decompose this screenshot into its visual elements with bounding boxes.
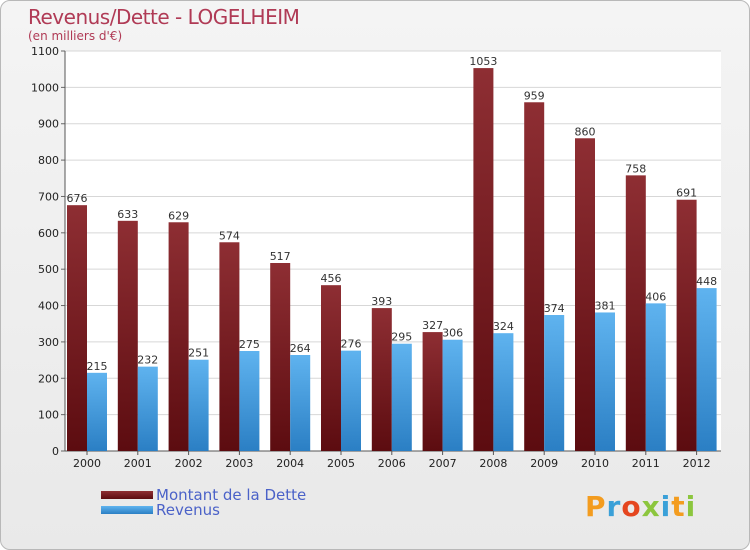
- logo-letter: i: [685, 490, 697, 523]
- debt-data-label: 860: [575, 125, 596, 138]
- bars: [67, 68, 717, 452]
- y-tick-label: 1100: [31, 45, 59, 58]
- revenue-data-label: 406: [645, 290, 666, 303]
- debt-data-label: 393: [371, 295, 392, 308]
- x-tick-label: 2011: [632, 457, 660, 470]
- y-tick-label: 600: [38, 227, 59, 240]
- revenue-bar: [595, 312, 615, 451]
- x-tick-label: 2000: [73, 457, 101, 470]
- chart-title: Revenus/Dette - LOGELHEIM: [28, 5, 300, 29]
- y-tick-label: 100: [38, 409, 59, 422]
- x-tick-label: 2003: [225, 457, 253, 470]
- logo-letter: P: [585, 490, 607, 523]
- revenue-bar: [290, 355, 311, 451]
- revenue-data-label: 381: [595, 299, 616, 312]
- x-tick-label: 2009: [530, 457, 558, 470]
- revenue-data-label: 232: [137, 354, 158, 367]
- x-tick-label: 2001: [124, 457, 152, 470]
- chart-subtitle: (en milliers d'€): [28, 29, 123, 43]
- legend-label-debt: Montant de la Dette: [156, 486, 307, 504]
- debt-bar: [575, 138, 595, 452]
- debt-bar: [67, 205, 87, 451]
- y-tick-label: 300: [38, 336, 59, 349]
- revenue-data-label: 324: [493, 320, 514, 333]
- debt-bar: [422, 332, 443, 451]
- x-tick-label: 2002: [175, 457, 203, 470]
- revenue-bar: [239, 351, 260, 451]
- revenue-bar: [341, 350, 361, 451]
- debt-data-label: 629: [168, 209, 189, 222]
- y-tick-label: 200: [38, 372, 59, 385]
- debt-bar: [473, 68, 494, 451]
- legend-swatch-revenue: [101, 506, 153, 514]
- debt-bar: [371, 308, 392, 451]
- debt-data-label: 327: [422, 319, 443, 332]
- x-tick-label: 2007: [429, 457, 457, 470]
- debt-data-label: 517: [270, 250, 291, 263]
- revenue-bar: [391, 343, 412, 451]
- debt-bar: [270, 263, 291, 451]
- debt-data-label: 633: [117, 208, 138, 221]
- logo-letter: x: [641, 490, 661, 523]
- revenue-data-label: 448: [696, 275, 717, 288]
- debt-bar: [117, 220, 138, 451]
- revenue-data-label: 215: [87, 360, 108, 373]
- revenue-bar: [645, 303, 666, 451]
- data-labels: 676 215 633 232 629 251 574 275 517 264 456 276 393 2…: [67, 55, 718, 373]
- x-tick-label: 2006: [378, 457, 406, 470]
- y-tick-label: 700: [38, 190, 59, 203]
- legend-swatch-debt: [101, 491, 153, 499]
- logo-letter: o: [621, 490, 642, 523]
- revenue-data-label: 264: [290, 342, 311, 355]
- revenue-bar: [544, 315, 565, 451]
- legend-item-revenue: Revenus: [101, 501, 220, 519]
- x-tick-label: 2008: [479, 457, 507, 470]
- revenue-bar: [493, 333, 514, 451]
- debt-data-label: 574: [219, 229, 240, 242]
- legend-label-revenue: Revenus: [156, 501, 220, 519]
- debt-data-label: 1053: [469, 55, 497, 68]
- debt-data-label: 758: [625, 162, 646, 175]
- x-tick-label: 2004: [276, 457, 304, 470]
- debt-data-label: 691: [676, 187, 697, 200]
- x-tick-label: 2012: [683, 457, 711, 470]
- debt-data-label: 959: [524, 89, 545, 102]
- logo-letter: i: [660, 490, 672, 523]
- revenue-data-label: 306: [442, 327, 463, 340]
- proxiti-logo: Proxiti: [585, 490, 696, 523]
- revenue-data-label: 295: [391, 331, 412, 344]
- revenue-data-label: 374: [544, 302, 565, 315]
- revenue-data-label: 275: [239, 338, 260, 351]
- revenue-bar: [442, 339, 463, 451]
- y-tick-label: 500: [38, 263, 59, 276]
- debt-bar: [676, 199, 697, 451]
- y-tick-label: 900: [38, 118, 59, 131]
- y-tick-label: 800: [38, 154, 59, 167]
- debt-bar: [321, 285, 341, 451]
- x-tick-label: 2005: [327, 457, 355, 470]
- logo-letter: t: [671, 490, 686, 523]
- debt-data-label: 676: [67, 192, 88, 205]
- revenue-data-label: 251: [188, 347, 209, 360]
- legend-item-debt: Montant de la Dette: [101, 486, 307, 504]
- logo-letter: r: [606, 490, 622, 523]
- revenue-data-label: 276: [341, 338, 362, 351]
- y-tick-label: 0: [52, 445, 59, 458]
- debt-data-label: 456: [321, 272, 342, 285]
- revenue-bar: [696, 288, 717, 451]
- debt-bar: [625, 175, 646, 451]
- revenue-bar: [137, 366, 158, 451]
- y-tick-label: 400: [38, 300, 59, 313]
- revenue-bar: [87, 372, 107, 451]
- y-tick-label: 1000: [31, 81, 59, 94]
- revenue-bar: [188, 359, 209, 451]
- debt-bar: [524, 102, 545, 451]
- debt-bar: [219, 242, 240, 451]
- debt-bar: [168, 222, 189, 451]
- x-tick-label: 2010: [581, 457, 609, 470]
